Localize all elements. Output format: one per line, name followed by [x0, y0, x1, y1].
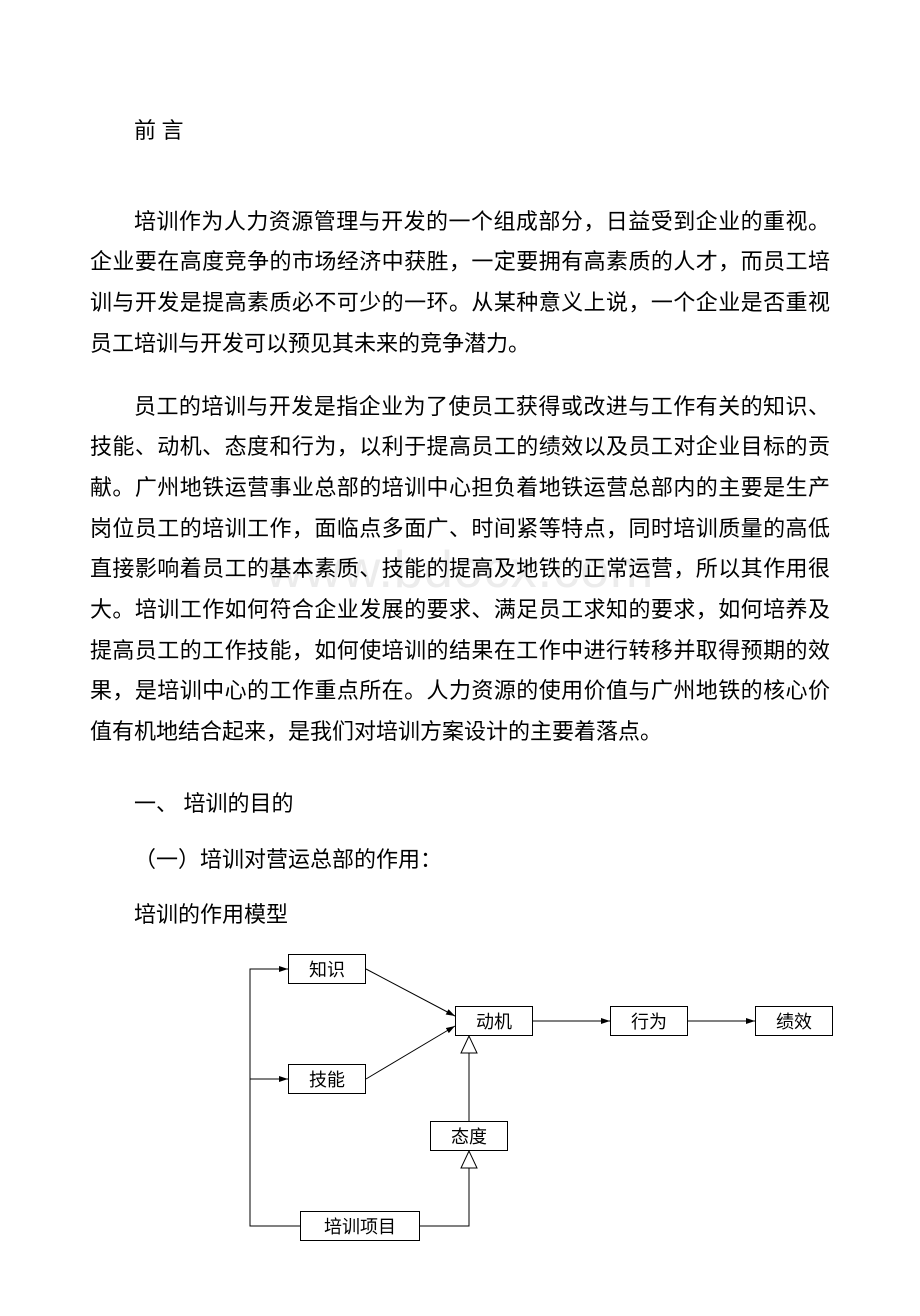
node-knowledge: 知识 [288, 954, 366, 984]
training-flowchart: 知识 技能 动机 态度 培训项目 行为 绩效 [210, 946, 850, 1256]
flowchart-lines [210, 946, 850, 1256]
node-perf: 绩效 [755, 1006, 833, 1036]
page-title: 前 言 [90, 110, 830, 152]
node-training: 培训项目 [300, 1211, 420, 1241]
node-skill: 技能 [288, 1064, 366, 1094]
subheading-1: （一）培训对营运总部的作用： [90, 839, 830, 881]
node-motive: 动机 [455, 1006, 533, 1036]
node-behavior: 行为 [610, 1006, 688, 1036]
paragraph-1: 培训作为人力资源管理与开发的一个组成部分，日益受到企业的重视。企业要在高度竞争的… [90, 202, 830, 365]
heading-1: 一、 培训的目的 [90, 783, 830, 825]
paragraph-2: 员工的培训与开发是指企业为了使员工获得或改进与工作有关的知识、技能、动机、态度和… [90, 387, 830, 753]
diagram-caption: 培训的作用模型 [90, 894, 830, 936]
node-attitude: 态度 [430, 1121, 508, 1151]
